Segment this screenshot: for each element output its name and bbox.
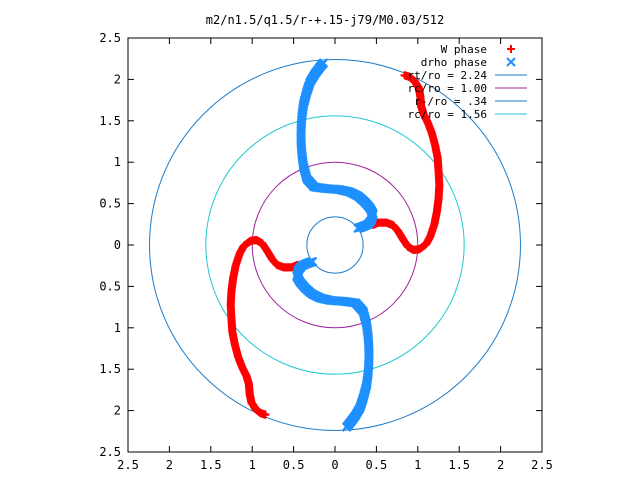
y-tick-label: 2	[114, 404, 121, 418]
legend-label: drho phase	[421, 56, 487, 69]
radius-circles	[149, 59, 521, 431]
legend-marker	[506, 57, 516, 67]
x-tick-label: 0.5	[283, 458, 305, 472]
x-tick-label: 1	[249, 458, 256, 472]
y-tick-label: 0.5	[99, 279, 121, 293]
y-tick-label: 1.5	[99, 362, 121, 376]
chart-title: m2/n1.5/q1.5/r-+.15-j79/M0.03/512	[206, 13, 444, 27]
legend-label: r-/ro = .34	[414, 95, 487, 108]
y-tick-label: 2.5	[99, 445, 121, 459]
phase-points	[226, 58, 444, 432]
y-tick-label: 0	[114, 238, 121, 252]
x-tick-label: 2	[166, 458, 173, 472]
axis-ticks: 2.5 2 1.5 1 0.5 0 0.5 1 1.5 2 2.52.521.510.500.511…	[99, 31, 553, 472]
y-tick-label: 1.5	[99, 114, 121, 128]
legend-label: rt/ro = 2.24	[408, 69, 488, 82]
circle-r-ro-34	[306, 216, 364, 274]
y-tick-label: 1	[114, 155, 121, 169]
x-tick-label: 1.5	[200, 458, 222, 472]
y-tick-label: 2.5	[99, 31, 121, 45]
drho-phase-point	[353, 223, 363, 233]
x-tick-label: 0.5	[366, 458, 388, 472]
legend-label: rc/ro = 1.00	[408, 82, 487, 95]
circle-rt-ro-2-24	[149, 59, 521, 431]
y-tick-label: 0.5	[99, 197, 121, 211]
legend-marker	[507, 45, 515, 53]
legend-label: W phase	[441, 43, 487, 56]
circle-rc-ro-1-00	[251, 161, 419, 329]
x-tick-label: 2.5	[531, 458, 553, 472]
y-tick-label: 1	[114, 321, 121, 335]
x-tick-label: 2	[497, 458, 504, 472]
y-tick-label: 2	[114, 72, 121, 86]
x-tick-label: 1.5	[448, 458, 470, 472]
x-tick-label: 1	[414, 458, 421, 472]
x-tick-label: 0	[331, 458, 338, 472]
legend-label: rc/ro = 1.56	[408, 108, 487, 121]
x-tick-label: 2.5	[117, 458, 139, 472]
drho-phase-point	[307, 256, 318, 267]
circle-rc-ro-1-56	[205, 115, 465, 375]
